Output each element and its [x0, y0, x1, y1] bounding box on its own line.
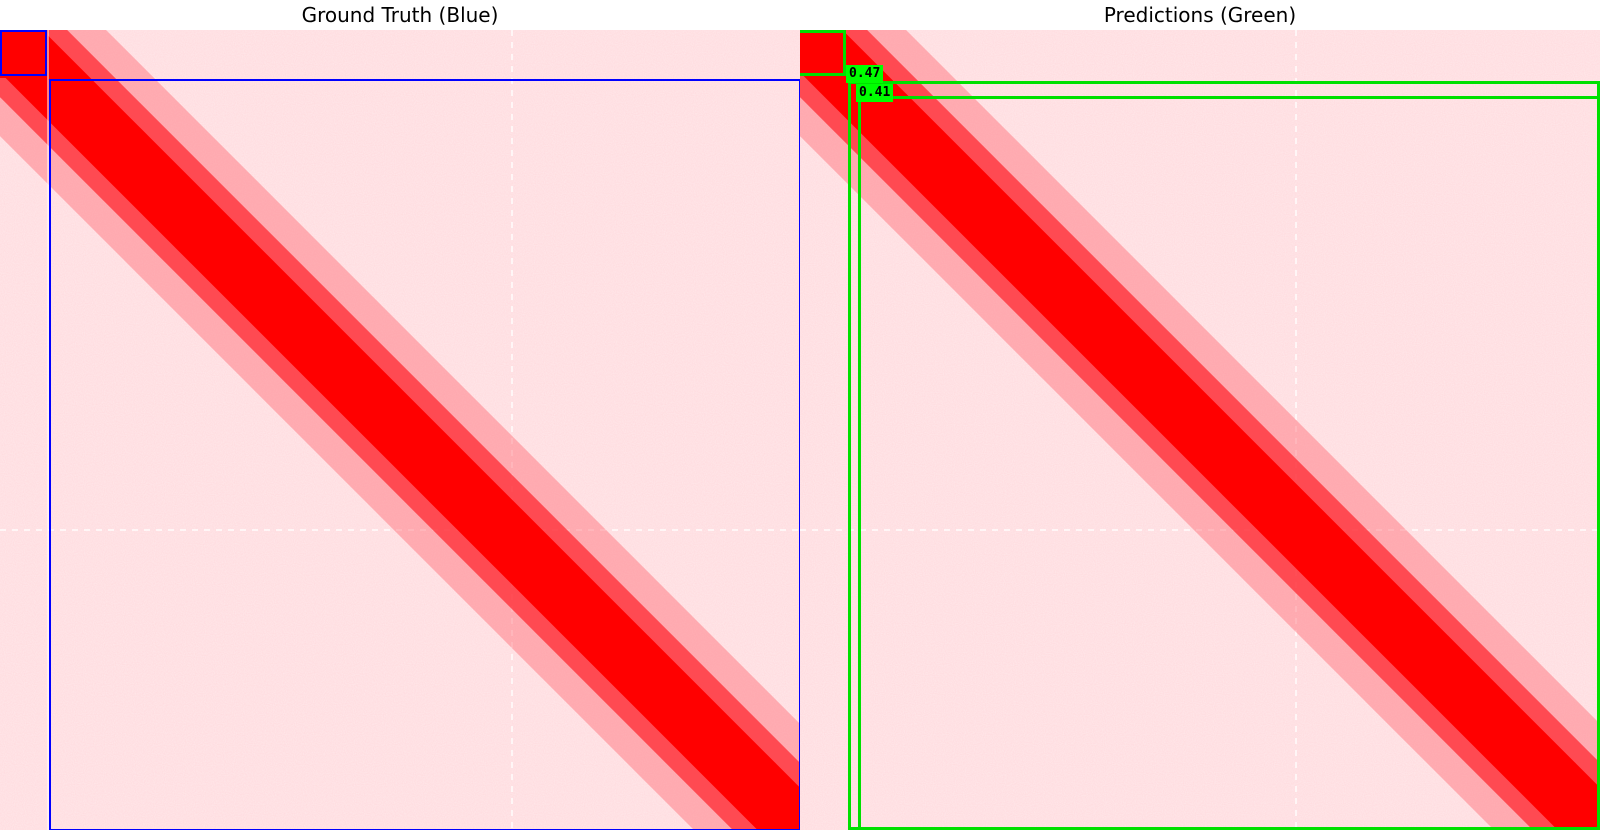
- ground-truth-box-large: [49, 79, 800, 830]
- ground-truth-panel: [0, 30, 800, 830]
- small-domain: [800, 30, 846, 76]
- diagonal-band-core: [800, 30, 1600, 830]
- prediction-score-label: 0.41: [856, 84, 894, 102]
- ground-truth-box-small: [0, 30, 47, 76]
- ground-truth-heatmap: [0, 30, 800, 830]
- predictions-panel: 0.47 0.41: [800, 30, 1600, 830]
- ground-truth-title: Ground Truth (Blue): [301, 3, 499, 27]
- prediction-box-2: [858, 96, 1600, 830]
- prediction-box-small: [800, 30, 846, 76]
- predictions-heatmap: [800, 30, 1600, 830]
- prediction-score-label: 0.47: [846, 65, 884, 83]
- diagonal-band-core: [0, 30, 800, 830]
- predictions-title: Predictions (Green): [1103, 3, 1297, 27]
- small-domain: [0, 30, 48, 78]
